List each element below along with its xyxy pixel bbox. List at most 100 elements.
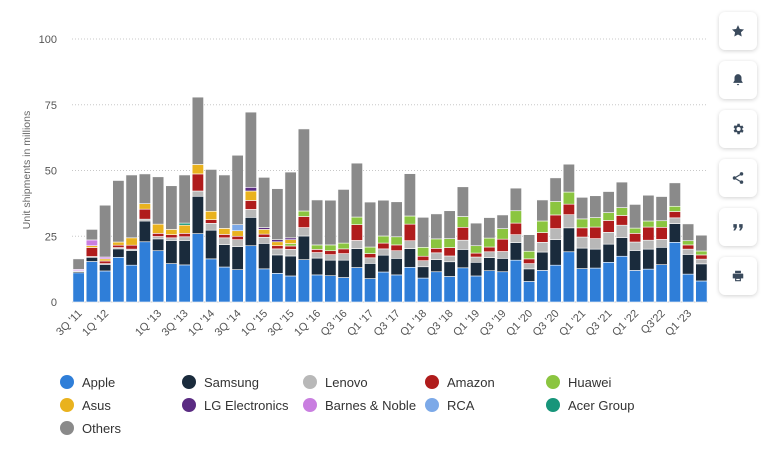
bar-segment-apple[interactable] [536, 270, 549, 303]
bar-segment-samsung[interactable] [523, 268, 536, 282]
bar-segment-amazon[interactable] [549, 214, 562, 229]
bar-segment-lenovo[interactable] [655, 239, 668, 248]
bar-segment-lenovo[interactable] [311, 252, 324, 259]
bar-segment-apple[interactable] [589, 267, 602, 303]
bar-segment-lenovo[interactable] [549, 228, 562, 240]
bar-segment-huawei[interactable] [549, 201, 562, 216]
bar-segment-huawei[interactable] [390, 236, 403, 246]
bar-segment-others[interactable] [682, 223, 695, 242]
bar-segment-others[interactable] [350, 162, 363, 218]
bar-segment-amazon[interactable] [456, 227, 469, 241]
bar-segment-apple[interactable] [682, 273, 695, 303]
bar-segment-samsung[interactable] [390, 258, 403, 276]
bar-segment-apple[interactable] [258, 268, 271, 303]
bar-segment-apple[interactable] [350, 267, 363, 303]
bar-segment-others[interactable] [390, 201, 403, 238]
bar-segment-apple[interactable] [576, 268, 589, 303]
bar-segment-amazon[interactable] [576, 227, 589, 238]
bar-segment-others[interactable] [483, 217, 496, 239]
bar-segment-samsung[interactable] [337, 259, 350, 278]
bar-segment-huawei[interactable] [496, 228, 509, 240]
bar-segment-huawei[interactable] [284, 243, 297, 247]
bar-segment-asus[interactable] [271, 241, 284, 247]
bar-segment-samsung[interactable] [509, 242, 522, 261]
bar-segment-samsung[interactable] [350, 248, 363, 268]
bar-segment-lenovo[interactable] [152, 236, 165, 240]
bar-segment-apple[interactable] [470, 275, 483, 303]
bar-segment-others[interactable] [85, 229, 98, 241]
bar-segment-apple[interactable] [99, 270, 112, 303]
bar-segment-huawei[interactable] [695, 250, 708, 256]
bar-segment-lenovo[interactable] [602, 232, 615, 245]
bar-segment-amazon[interactable] [377, 242, 390, 250]
legend-item-rca[interactable]: RCA [425, 395, 474, 415]
bar-segment-others[interactable] [456, 186, 469, 217]
bar-segment-lenovo[interactable] [271, 248, 284, 256]
bar-segment-huawei[interactable] [456, 216, 469, 228]
legend-item-lg-electronics[interactable]: LG Electronics [182, 395, 289, 415]
bar-segment-asus[interactable] [138, 203, 151, 210]
bar-segment-amazon[interactable] [258, 233, 271, 238]
bar-segment-lenovo[interactable] [178, 236, 191, 241]
bar-segment-others[interactable] [655, 196, 668, 222]
bar-segment-amazon[interactable] [523, 258, 536, 264]
bar-segment-lenovo[interactable] [430, 252, 443, 260]
bar-segment-others[interactable] [576, 197, 589, 220]
bar-segment-rca[interactable] [231, 224, 244, 232]
bar-segment-samsung[interactable] [430, 259, 443, 273]
bar-segment-huawei[interactable] [297, 210, 310, 217]
bar-segment-lenovo[interactable] [682, 248, 695, 255]
bar-segment-apple[interactable] [629, 270, 642, 303]
bar-segment-samsung[interactable] [191, 195, 204, 234]
bar-segment-samsung[interactable] [695, 263, 708, 282]
bar-segment-others[interactable] [496, 214, 509, 229]
bar-segment-apple[interactable] [496, 271, 509, 303]
bar-segment-lenovo[interactable] [377, 248, 390, 256]
bar-segment-apple[interactable] [152, 250, 165, 303]
bar-segment-huawei[interactable] [377, 235, 390, 244]
settings-button[interactable] [719, 110, 757, 148]
bar-segment-apple[interactable] [125, 264, 138, 303]
bar-segment-amazon[interactable] [324, 250, 337, 255]
bar-segment-amazon[interactable] [602, 220, 615, 233]
bar-segment-others[interactable] [178, 174, 191, 224]
bar-segment-huawei[interactable] [668, 205, 681, 212]
bar-segment-samsung[interactable] [324, 259, 337, 277]
bar-segment-lenovo[interactable] [390, 250, 403, 259]
bar-segment-lenovo[interactable] [324, 254, 337, 261]
bar-segment-amazon[interactable] [231, 235, 244, 240]
favorite-button[interactable] [719, 12, 757, 50]
bar-segment-others[interactable] [377, 199, 390, 237]
bar-segment-asus[interactable] [191, 164, 204, 175]
bar-segment-amazon[interactable] [562, 203, 575, 215]
bar-segment-others[interactable] [231, 154, 244, 225]
bar-segment-amazon[interactable] [668, 211, 681, 219]
bar-segment-lenovo[interactable] [337, 253, 350, 261]
bar-segment-amazon[interactable] [165, 234, 178, 239]
bar-segment-lenovo[interactable] [629, 241, 642, 251]
bar-segment-huawei[interactable] [642, 220, 655, 228]
bar-segment-apple[interactable] [165, 263, 178, 303]
bar-segment-apple[interactable] [112, 256, 125, 303]
bar-segment-samsung[interactable] [364, 263, 377, 279]
bar-segment-apple[interactable] [271, 273, 284, 303]
bar-segment-samsung[interactable] [470, 261, 483, 277]
bar-segment-others[interactable] [589, 195, 602, 218]
bar-segment-amazon[interactable] [112, 244, 125, 248]
bar-segment-lenovo[interactable] [695, 258, 708, 265]
bar-segment-apple[interactable] [231, 269, 244, 303]
bar-segment-asus[interactable] [231, 230, 244, 237]
bar-segment-amazon[interactable] [470, 252, 483, 258]
bar-segment-apple[interactable] [668, 241, 681, 303]
bar-segment-others[interactable] [152, 176, 165, 225]
bar-segment-amazon[interactable] [589, 226, 602, 239]
bar-segment-lenovo[interactable] [483, 251, 496, 258]
bar-segment-samsung[interactable] [562, 227, 575, 253]
bar-segment-others[interactable] [523, 234, 536, 252]
bar-segment-others[interactable] [668, 182, 681, 207]
bar-segment-lenovo[interactable] [536, 241, 549, 253]
legend-item-huawei[interactable]: Huawei [546, 372, 611, 392]
bar-segment-samsung[interactable] [297, 235, 310, 260]
bar-segment-samsung[interactable] [642, 248, 655, 270]
bar-segment-acer-group[interactable] [178, 222, 191, 226]
